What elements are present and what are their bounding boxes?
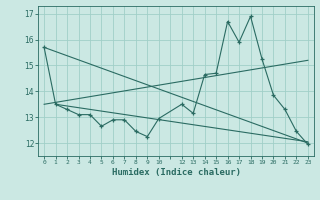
X-axis label: Humidex (Indice chaleur): Humidex (Indice chaleur) [111,168,241,177]
